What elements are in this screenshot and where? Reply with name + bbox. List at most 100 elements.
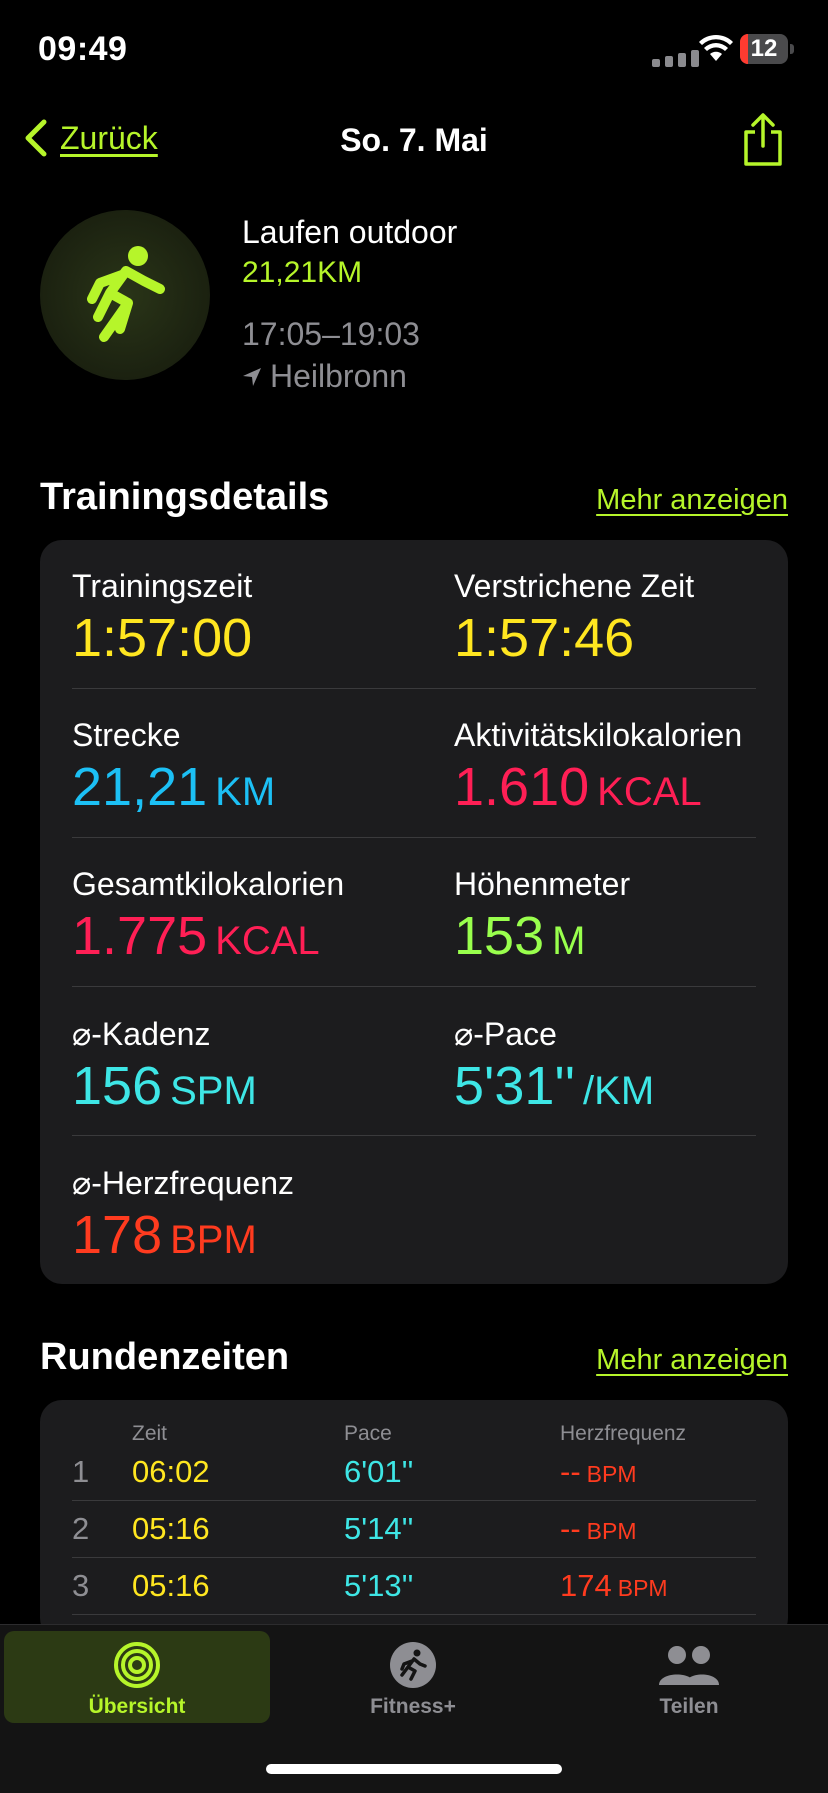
metric-total-calories: Gesamtkilokalorien 1.775 KCAL [72,866,344,967]
metric-cadence: ⌀-Kadenz 156 SPM [72,1015,257,1117]
metric-unit: M [552,919,586,963]
table-row: 1 06:02 6'01'' -- BPM [72,1444,756,1501]
tab-share[interactable]: Teilen [556,1631,822,1723]
metric-label: ⌀-Kadenz [72,1016,211,1052]
laps-header-heart-rate: Herzfrequenz [560,1422,687,1445]
metric-value: 156 SPM [72,1055,257,1117]
laps-header-time: Zeit [132,1422,168,1445]
running-figure-icon [87,246,165,342]
lap-pace: 6'01'' [344,1454,414,1489]
lap-time: 05:16 [132,1568,210,1603]
workout-time-range: 17:05–19:03 [242,316,420,352]
training-details-card: Trainingszeit 1:57:00 Verstrichene Zeit … [40,540,788,1284]
metric-elevation: Höhenmeter 153 M [454,866,630,967]
wifi-icon [699,34,733,61]
lap-number: 2 [72,1511,90,1546]
laps-card: Zeit Pace Herzfrequenz 1 06:02 6'01'' --… [40,1400,788,1640]
metric-value: 1.610 KCAL [454,756,742,818]
laps-section-title: Rundenzeiten [40,1336,290,1378]
lap-pace: 5'14'' [344,1511,414,1546]
metric-value: 1:57:00 [72,607,252,669]
details-row: Trainingszeit 1:57:00 Verstrichene Zeit … [72,540,756,689]
metric-value: 1.775 KCAL [72,905,344,967]
lap-hr-value: 174 [560,1568,612,1603]
lap-number: 1 [72,1454,90,1489]
cellular-signal-icon [652,50,699,67]
metric-unit: KM [215,770,276,814]
share-icon[interactable] [740,112,786,168]
activity-rings-icon [114,1642,160,1688]
battery-level: 12 [750,35,778,62]
metric-unit: KCAL [215,919,320,963]
lap-hr-value: -- [560,1511,581,1546]
lap-pace: 5'13'' [344,1568,414,1603]
metric-label: Gesamtkilokalorien [72,866,345,902]
page-title: So. 7. Mai [340,122,488,158]
metric-active-calories: Aktivitätskilokalorien 1.610 KCAL [454,717,742,818]
lap-time: 06:02 [132,1454,210,1489]
table-row: 3 05:16 5'13'' 174 BPM [72,1558,756,1615]
home-indicator[interactable] [266,1764,562,1774]
tab-overview[interactable]: Übersicht [4,1631,270,1723]
metric-number: 153 [454,906,545,966]
metric-label: ⌀-Herzfrequenz [72,1165,295,1201]
laps-more-link[interactable]: Mehr anzeigen [596,1344,788,1376]
details-row: Gesamtkilokalorien 1.775 KCAL Höhenmeter … [72,838,756,987]
lap-hr-unit: BPM [586,1518,637,1544]
details-row: Strecke 21,21 KM Aktivitätskilokalorien 1… [72,689,756,838]
lap-heart-rate: 174 BPM [560,1568,668,1604]
metric-number: 156 [72,1056,163,1116]
location-arrow-icon [243,367,261,386]
status-time: 09:49 [38,30,128,68]
metric-number: 178 [72,1205,163,1265]
tab-label: Übersicht [88,1695,186,1718]
lap-number: 3 [72,1568,90,1603]
details-more-link[interactable]: Mehr anzeigen [596,484,788,516]
workout-location: Heilbronn [242,358,407,395]
metric-unit: /KM [583,1069,655,1113]
lap-hr-unit: BPM [586,1461,637,1487]
metric-pace: ⌀-Pace 5'31''/KM [454,1015,654,1117]
metric-number: 5'31'' [454,1056,576,1116]
metric-label: Trainingszeit [72,568,253,604]
metric-unit: KCAL [597,770,702,814]
metric-label: Strecke [72,717,181,753]
metric-value: 5'31''/KM [454,1055,654,1117]
back-button[interactable]: Zurück [22,118,158,158]
tab-label: Fitness+ [370,1695,456,1718]
metric-elapsed-time: Verstrichene Zeit 1:57:46 [454,568,694,669]
metric-label: Verstrichene Zeit [454,568,695,604]
workout-type: Laufen outdoor [242,214,458,250]
details-section-title: Trainingsdetails [40,476,330,518]
metric-unit: SPM [170,1069,257,1113]
metric-number: 1.610 [454,757,590,817]
metric-number: 1:57:46 [454,608,635,668]
metric-number: 21,21 [72,757,208,817]
chevron-left-icon [25,119,47,157]
tab-label: Teilen [659,1695,719,1718]
metric-number: 1.775 [72,906,208,966]
metric-heart-rate: ⌀-Herzfrequenz 178 BPM [72,1164,294,1266]
lap-heart-rate: -- BPM [560,1511,637,1547]
metric-value: 153 M [454,905,630,967]
workout-icon-circle [40,210,210,380]
back-label: Zurück [60,119,158,156]
lap-heart-rate: -- BPM [560,1454,637,1490]
metric-value: 178 BPM [72,1204,294,1266]
metric-training-time: Trainingszeit 1:57:00 [72,568,252,669]
status-bar: 09:49 12 [0,0,828,100]
location-label: Heilbronn [270,358,407,394]
metric-number: 1:57:00 [72,608,253,668]
workout-distance: 21,21KM [242,256,363,289]
metric-label: Höhenmeter [454,866,631,902]
people-icon [659,1646,719,1685]
lap-hr-unit: BPM [617,1575,668,1601]
metric-value: 1:57:46 [454,607,694,669]
metric-distance: Strecke 21,21 KM [72,717,275,818]
tab-fitness-plus[interactable]: Fitness+ [280,1631,546,1723]
details-row: ⌀-Kadenz 156 SPM ⌀-Pace 5'31''/KM [72,987,756,1136]
metric-unit: BPM [170,1218,257,1262]
metric-value: 21,21 KM [72,756,275,818]
table-row: 2 05:16 5'14'' -- BPM [72,1501,756,1558]
details-row: ⌀-Herzfrequenz 178 BPM [72,1136,756,1285]
